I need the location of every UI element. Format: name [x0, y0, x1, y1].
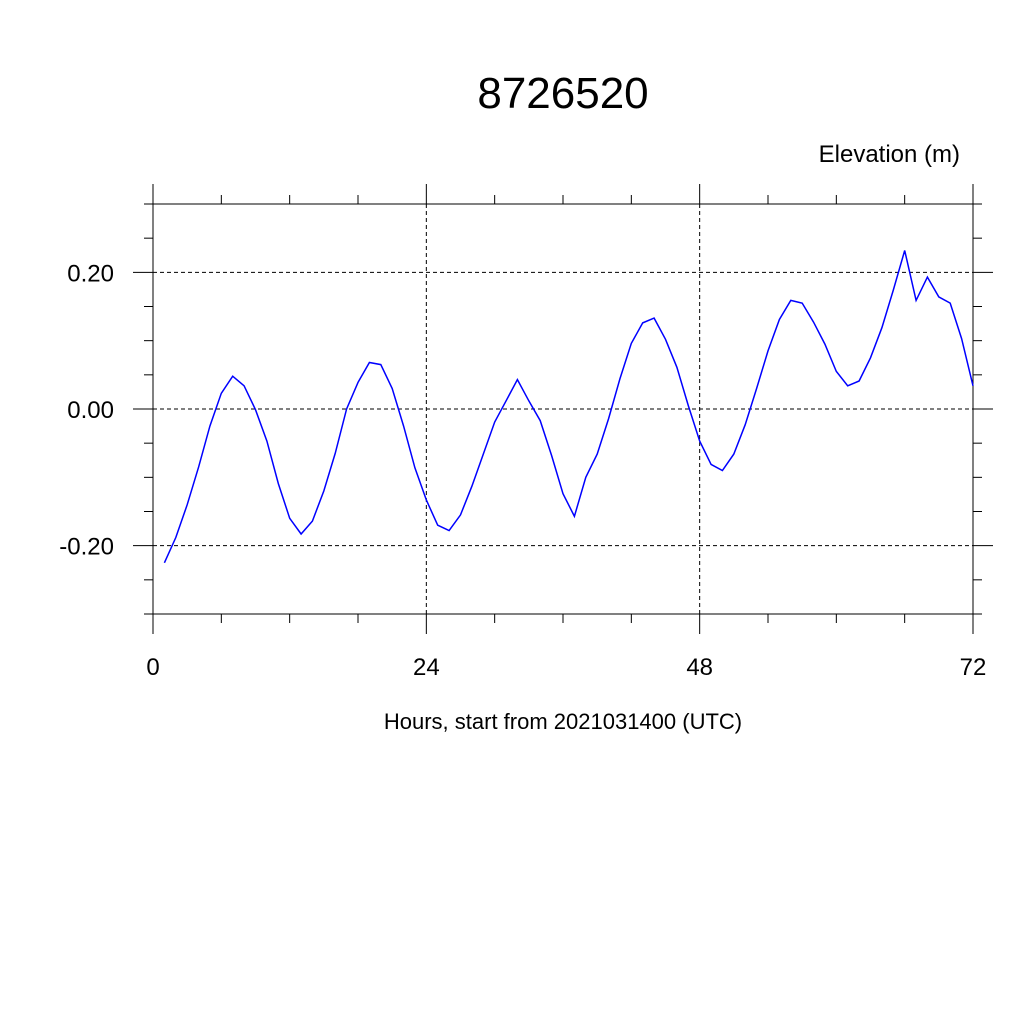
y-tick-label: -0.20	[59, 534, 114, 561]
x-tick-label: 0	[146, 654, 159, 681]
chart-title: 8726520	[477, 69, 648, 118]
axis-ticks	[133, 184, 993, 634]
x-tick-label: 72	[960, 654, 987, 681]
y-axis-label: Elevation (m)	[819, 141, 960, 168]
x-tick-label: 48	[686, 654, 713, 681]
grid-lines	[152, 204, 974, 614]
series-line-elevation	[163, 250, 974, 564]
y-tick-label: 0.20	[67, 260, 114, 287]
x-tick-label: 24	[413, 654, 440, 681]
plot-frame	[152, 203, 974, 615]
y-tick-label: 0.00	[67, 397, 114, 424]
x-axis-label: Hours, start from 2021031400 (UTC)	[384, 709, 742, 734]
tick-labels: 0 24 48 72 -0.20 0.00 0.20	[59, 260, 986, 681]
